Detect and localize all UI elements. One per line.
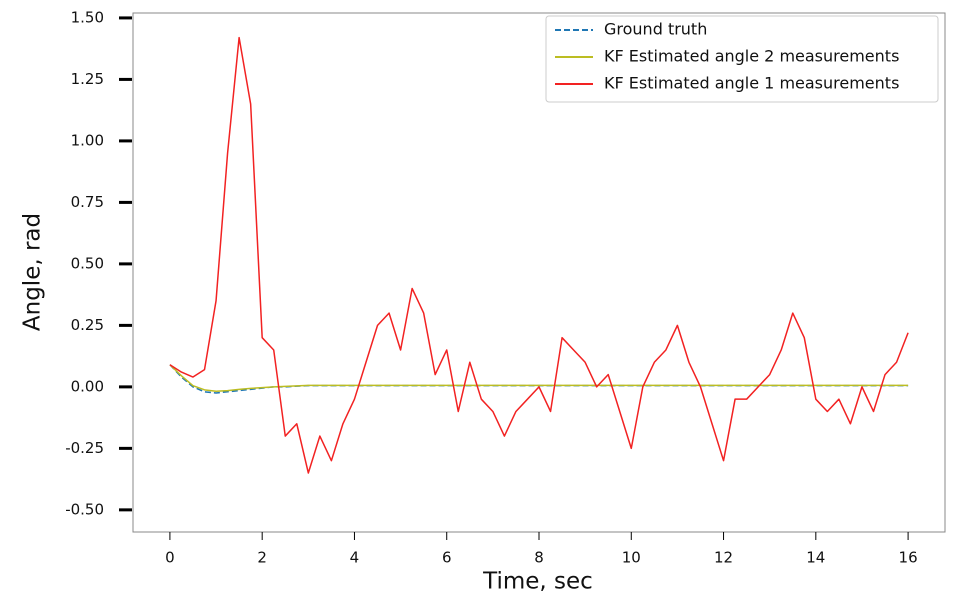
x-tick-label: 10 [622,549,641,567]
legend-box [545,15,939,103]
series-line [169,364,909,393]
y-tick-label: 0.25 [71,316,104,334]
x-tick-label: 8 [534,549,544,567]
y-tick-label: 1.00 [71,131,104,149]
x-tick-label: 4 [350,549,360,567]
legend-label: Ground truth [604,20,707,39]
series-line [169,36,909,474]
series-line [169,364,909,394]
y-tick-label: 0.75 [71,193,104,211]
legend-label: KF Estimated angle 2 measurements [604,47,899,66]
legend-label: KF Estimated angle 1 measurements [604,74,899,93]
y-tick-label: -0.25 [65,439,104,457]
x-tick-label: 12 [714,549,733,567]
y-tick-label: -0.50 [65,500,104,518]
y-axis-label: Angle, rad [20,213,46,331]
x-tick-label: 6 [442,549,452,567]
x-tick-label: 14 [806,549,825,567]
x-tick-label: 2 [257,549,267,567]
y-tick-label: 0.00 [71,377,104,395]
x-tick-label: 16 [899,549,918,567]
y-tick-label: 1.25 [71,70,104,88]
y-tick-label: 0.50 [71,254,104,272]
x-tick-label: 0 [165,549,175,567]
x-axis-label: Time, sec [482,569,593,595]
y-tick-label: 1.50 [71,8,104,26]
